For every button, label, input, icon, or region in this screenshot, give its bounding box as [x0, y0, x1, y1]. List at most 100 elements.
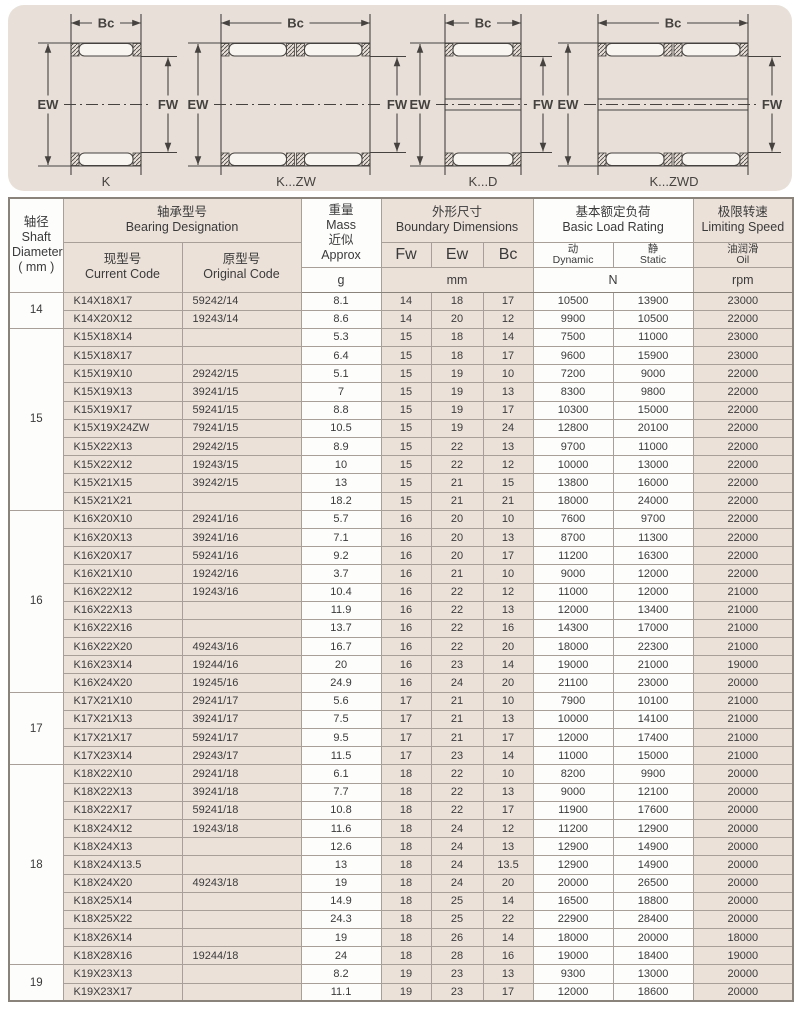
bc-cell: 17: [482, 346, 534, 366]
bc-dimension-label: Bc: [287, 16, 304, 31]
fw-cell: 16: [380, 618, 432, 639]
shaft-diameter-cell: 19: [8, 964, 64, 1002]
fw-cell: 18: [380, 800, 432, 820]
ew-cell: 25: [430, 909, 484, 930]
current-code-cell: K15X21X15: [62, 473, 183, 493]
static-load-cell: 17600: [612, 800, 694, 820]
diagram-type-label: K: [102, 174, 111, 189]
current-code-cell: K16X23X14: [62, 655, 183, 675]
diagram-type-label: K...D: [469, 174, 498, 189]
table-row: K18X24X13.5 13 18 24 13.5 12900 14900 20000: [9, 855, 794, 875]
bc-cell: 13: [482, 964, 534, 984]
header-fw: Fw: [380, 241, 432, 268]
fw-cell: 18: [380, 873, 432, 893]
dynamic-load-cell: 20000: [532, 873, 614, 893]
ew-cell: 19: [430, 400, 484, 420]
bc-cell: 12: [482, 818, 534, 839]
ew-cell: 24: [430, 855, 484, 875]
dynamic-load-cell: 10000: [532, 455, 614, 475]
oil-speed-cell: 22000: [692, 564, 794, 584]
header-boundary-dimensions: 外形尺寸 Boundary Dimensions: [380, 197, 534, 243]
bc-cell: 13: [482, 600, 534, 620]
original-code-cell: 79241/15: [181, 418, 302, 439]
unit-g: g: [300, 266, 382, 293]
dynamic-load-cell: 10000: [532, 709, 614, 730]
fw-cell: 14: [380, 291, 432, 311]
ew-cell: 26: [430, 928, 484, 948]
current-code-cell: K18X24X12: [62, 818, 183, 839]
static-load-cell: 12000: [612, 564, 694, 584]
dynamic-load-cell: 9000: [532, 782, 614, 802]
fw-cell: 18: [380, 909, 432, 930]
mass-cell: 16.7: [300, 637, 382, 657]
dynamic-load-cell: 11000: [532, 582, 614, 602]
table-row: K16X23X14 19244/16 20 16 23 14 19000 21000 19000: [9, 655, 794, 675]
dynamic-load-cell: 12000: [532, 982, 614, 1002]
oil-speed-cell: 22000: [692, 527, 794, 548]
original-code-cell: 59241/17: [181, 727, 302, 748]
ew-cell: 25: [430, 891, 484, 911]
diagram-type-label: K...ZWD: [649, 174, 698, 189]
fw-cell: 15: [380, 364, 432, 384]
fw-cell: 15: [380, 382, 432, 402]
bc-cell: 17: [482, 982, 534, 1002]
table-row: K16X22X12 19243/16 10.4 16 22 12 11000 12000 210…: [9, 582, 794, 602]
oil-speed-cell: 20000: [692, 673, 794, 693]
mass-cell: 14.9: [300, 891, 382, 911]
bc-cell: 14: [482, 327, 534, 348]
dynamic-load-cell: 8300: [532, 382, 614, 402]
dynamic-load-cell: 11000: [532, 746, 614, 766]
mass-cell: 10: [300, 455, 382, 475]
bc-cell: 13: [482, 382, 534, 402]
static-load-cell: 12900: [612, 818, 694, 839]
shaft-diameter-cell: 17: [8, 691, 64, 766]
table-row: K16X22X16 13.7 16 22 16 14300 17000 21000: [9, 618, 794, 639]
table-row: K18X22X17 59241/18 10.8 18 22 17 11900 17600 200…: [9, 800, 794, 820]
original-code-cell: [181, 491, 302, 511]
current-code-cell: K14X18X17: [62, 291, 183, 311]
mass-cell: 11.6: [300, 818, 382, 839]
original-code-cell: 59241/18: [181, 800, 302, 820]
current-code-cell: K18X28X16: [62, 946, 183, 966]
current-code-cell: K15X21X21: [62, 491, 183, 511]
table-row: K16X21X10 19242/16 3.7 16 21 10 9000 12000 22000: [9, 564, 794, 584]
mass-cell: 11.9: [300, 600, 382, 620]
dynamic-load-cell: 12800: [532, 418, 614, 439]
original-code-cell: 59241/15: [181, 400, 302, 420]
mass-cell: 7: [300, 382, 382, 402]
ew-cell: 23: [430, 746, 484, 766]
dynamic-load-cell: 19000: [532, 946, 614, 966]
mass-cell: 7.7: [300, 782, 382, 802]
oil-speed-cell: 20000: [692, 764, 794, 784]
ew-cell: 19: [430, 418, 484, 439]
header-bearing-designation: 轴承型号 Bearing Designation: [62, 197, 302, 243]
fw-cell: 16: [380, 655, 432, 675]
original-code-cell: 19243/14: [181, 309, 302, 329]
original-code-cell: 29241/18: [181, 764, 302, 784]
original-code-cell: 19243/16: [181, 582, 302, 602]
current-code-cell: K17X21X13: [62, 709, 183, 730]
oil-speed-cell: 20000: [692, 855, 794, 875]
oil-speed-cell: 19000: [692, 655, 794, 675]
oil-speed-cell: 20000: [692, 800, 794, 820]
current-code-cell: K18X24X13.5: [62, 855, 183, 875]
fw-cell: 17: [380, 727, 432, 748]
table-header: 轴径 Shaft Diameter ( mm ) 轴承型号 Bearing De…: [8, 197, 794, 293]
mass-cell: 10.4: [300, 582, 382, 602]
current-code-cell: K16X20X17: [62, 546, 183, 566]
table-row: K16X20X13 39241/16 7.1 16 20 13 8700 11300 22000: [9, 527, 794, 548]
mass-cell: 18.2: [300, 491, 382, 511]
mass-cell: 12.6: [300, 837, 382, 857]
table-row: K16X20X17 59241/16 9.2 16 20 17 11200 16300 2200…: [9, 546, 794, 566]
mass-cell: 5.3: [300, 327, 382, 348]
ew-cell: 21: [430, 709, 484, 730]
ew-cell: 28: [430, 946, 484, 966]
original-code-cell: 49243/16: [181, 637, 302, 657]
current-code-cell: K15X19X13: [62, 382, 183, 402]
static-load-cell: 18800: [612, 891, 694, 911]
bc-dimension-label: Bc: [98, 16, 115, 31]
shaft-diameter-cell: 15: [8, 327, 64, 511]
static-load-cell: 26500: [612, 873, 694, 893]
static-load-cell: 17000: [612, 618, 694, 639]
fw-dimension-label: FW: [387, 97, 408, 112]
